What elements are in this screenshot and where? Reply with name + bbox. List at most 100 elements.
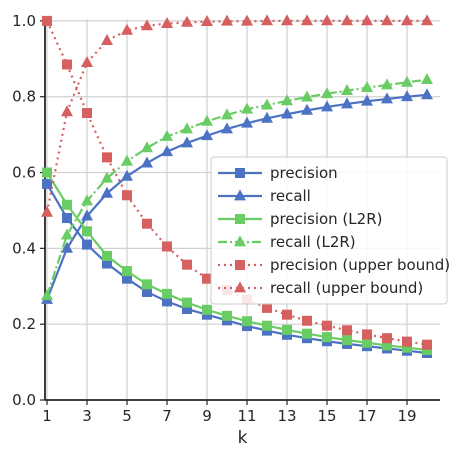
data-point-precision-upper-bound-15 bbox=[322, 320, 332, 331]
series-layer bbox=[41, 14, 433, 358]
legend-entry-recall-upper-bound: recall (upper bound) bbox=[218, 279, 423, 297]
data-point-recall-6 bbox=[141, 156, 153, 168]
data-point-precision-l2r-17 bbox=[362, 337, 372, 348]
data-point-precision-upper-bound-13 bbox=[282, 309, 292, 320]
data-point-precision-upper-bound-20 bbox=[422, 339, 432, 350]
data-point-precision-upper-bound-16 bbox=[342, 325, 352, 336]
data-point-precision-upper-bound-19 bbox=[402, 336, 412, 347]
legend-marker-recall-l2r bbox=[234, 235, 246, 247]
legend-label-recall: recall bbox=[270, 187, 311, 205]
data-point-recall-l2r-12 bbox=[261, 98, 273, 110]
data-point-precision-upper-bound-7 bbox=[162, 241, 172, 252]
data-point-recall-7 bbox=[161, 145, 173, 157]
data-point-recall-10 bbox=[221, 122, 233, 134]
data-point-recall-18 bbox=[381, 92, 393, 104]
data-point-precision-l2r-9 bbox=[202, 304, 212, 315]
data-point-recall-upper-bound-1 bbox=[41, 205, 53, 217]
data-point-recall-upper-bound-19 bbox=[401, 14, 413, 26]
data-point-recall-l2r-14 bbox=[301, 90, 313, 102]
data-point-precision-3 bbox=[82, 239, 92, 250]
data-point-recall-l2r-18 bbox=[381, 78, 393, 90]
x-tick-label-0: 1 bbox=[42, 407, 52, 425]
data-point-recall-2 bbox=[61, 241, 73, 253]
y-tick-label-0: 0.0 bbox=[12, 391, 36, 409]
legend-label-recall-l2r: recall (L2R) bbox=[270, 233, 356, 251]
data-point-recall-l2r-4 bbox=[101, 171, 113, 183]
data-point-recall-l2r-11 bbox=[241, 102, 253, 114]
legend: precision recall precision (L2R) recall (L2… bbox=[210, 156, 450, 305]
y-tick-label-2: 0.4 bbox=[12, 239, 36, 257]
data-point-recall-l2r-3 bbox=[81, 194, 93, 206]
data-point-recall-13 bbox=[281, 107, 293, 119]
data-point-recall-11 bbox=[241, 116, 253, 128]
legend-box bbox=[210, 156, 448, 305]
data-point-recall-upper-bound-6 bbox=[141, 19, 153, 31]
data-point-precision-l2r-10 bbox=[222, 310, 232, 321]
x-tick-label-3: 7 bbox=[162, 407, 172, 425]
data-point-recall-upper-bound-11 bbox=[241, 14, 253, 26]
data-point-recall-l2r-1 bbox=[41, 289, 53, 301]
data-point-recall-l2r-5 bbox=[121, 154, 133, 166]
data-point-recall-3 bbox=[81, 209, 93, 221]
data-point-recall-l2r-16 bbox=[341, 84, 353, 96]
data-point-recall-16 bbox=[341, 97, 353, 109]
data-point-precision-l2r-6 bbox=[142, 279, 152, 290]
legend-label-precision-upper-bound: precision (upper bound) bbox=[270, 256, 450, 274]
series-recall-l2r bbox=[41, 73, 433, 301]
data-point-recall-l2r-9 bbox=[201, 114, 213, 126]
y-axis-ticks: 0.0 0.2 0.4 0.6 0.8 1.0 bbox=[12, 12, 45, 409]
data-point-precision-l2r-13 bbox=[282, 324, 292, 335]
data-point-precision-upper-bound-12 bbox=[262, 302, 272, 313]
data-point-recall-upper-bound-15 bbox=[321, 14, 333, 26]
data-point-precision-l2r-20 bbox=[422, 344, 432, 355]
legend-entry-recall: recall bbox=[218, 187, 311, 205]
data-point-recall-8 bbox=[181, 136, 193, 148]
data-point-recall-l2r-7 bbox=[161, 129, 173, 141]
series-recall-upper-bound bbox=[41, 14, 433, 217]
data-point-precision-l2r-4 bbox=[102, 250, 112, 261]
y-tick-label-4: 0.8 bbox=[12, 88, 36, 106]
data-point-recall-17 bbox=[361, 94, 373, 106]
legend-marker-recall-upper-bound bbox=[234, 281, 246, 293]
x-axis-ticks: 1 3 5 7 9 11 13 15 17 19 bbox=[42, 400, 417, 425]
y-tick-label-3: 0.6 bbox=[12, 164, 36, 182]
data-point-precision-8 bbox=[182, 304, 192, 315]
x-tick-label-6: 13 bbox=[277, 407, 296, 425]
data-point-precision-l2r-15 bbox=[322, 332, 332, 343]
data-point-recall-upper-bound-5 bbox=[121, 23, 133, 35]
data-point-precision-5 bbox=[122, 273, 132, 284]
data-point-recall-l2r-6 bbox=[141, 141, 153, 153]
x-tick-label-9: 19 bbox=[397, 407, 416, 425]
data-point-recall-20 bbox=[421, 88, 433, 100]
data-point-recall-upper-bound-12 bbox=[261, 14, 273, 26]
legend-label-recall-upper-bound: recall (upper bound) bbox=[270, 279, 423, 297]
data-point-recall-upper-bound-16 bbox=[341, 14, 353, 26]
data-point-precision-l2r-8 bbox=[182, 297, 192, 308]
data-point-precision-upper-bound-4 bbox=[102, 152, 112, 163]
data-point-precision-4 bbox=[102, 258, 112, 269]
data-point-recall-19 bbox=[401, 90, 413, 102]
data-point-recall-upper-bound-3 bbox=[81, 55, 93, 67]
data-point-recall-l2r-10 bbox=[221, 108, 233, 120]
data-point-precision-upper-bound-3 bbox=[82, 108, 92, 119]
data-point-precision-upper-bound-8 bbox=[182, 259, 192, 270]
data-point-recall-upper-bound-10 bbox=[221, 14, 233, 26]
legend-entry-recall-l2r: recall (L2R) bbox=[218, 233, 356, 251]
data-point-recall-upper-bound-20 bbox=[421, 14, 433, 26]
data-point-precision-l2r-16 bbox=[342, 335, 352, 346]
data-point-recall-upper-bound-18 bbox=[381, 14, 393, 26]
data-point-precision-upper-bound-18 bbox=[382, 333, 392, 344]
legend-label-precision: precision bbox=[270, 164, 338, 182]
x-tick-label-4: 9 bbox=[202, 407, 212, 425]
data-point-recall-14 bbox=[301, 103, 313, 115]
data-point-recall-15 bbox=[321, 100, 333, 112]
legend-marker-recall bbox=[234, 189, 246, 201]
data-point-recall-upper-bound-2 bbox=[61, 105, 73, 117]
data-point-precision-l2r-2 bbox=[62, 199, 72, 210]
data-point-precision-6 bbox=[142, 286, 152, 297]
data-point-recall-upper-bound-17 bbox=[361, 14, 373, 26]
data-point-precision-2 bbox=[62, 213, 72, 224]
data-point-precision-l2r-12 bbox=[262, 320, 272, 331]
data-point-precision-upper-bound-14 bbox=[302, 315, 312, 326]
